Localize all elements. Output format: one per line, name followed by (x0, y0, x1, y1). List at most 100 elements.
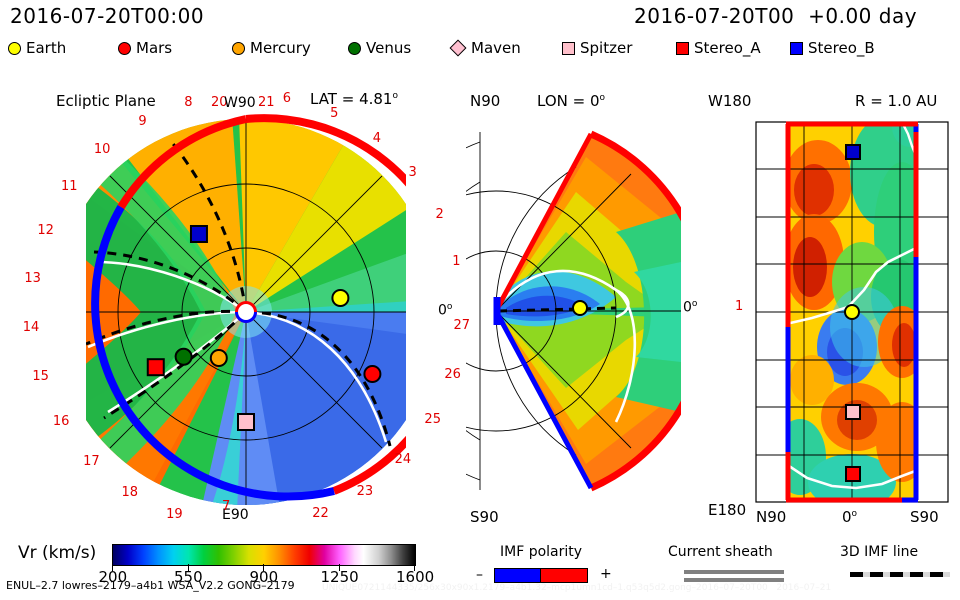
stereo-a-marker-icon (676, 41, 689, 55)
ecliptic-tick-21: 21 (258, 95, 275, 110)
ecliptic-hour-tick-8: 8 (184, 94, 193, 110)
run-id-watermark: UNIQUE0721144335/256x30x90x1.2179–a4b1.3… (322, 583, 832, 593)
colorbar-tick-mark (112, 564, 113, 571)
legend-item-spitzer: Spitzer (562, 39, 632, 57)
ecliptic-zero-label: 0o (438, 303, 452, 318)
ecliptic-hour-tick-7: 7 (222, 499, 231, 514)
ecliptic-hour-tick-16: 16 (52, 414, 70, 430)
ecliptic-hour-tick-18: 18 (121, 484, 139, 500)
ecliptic-hour-tick-14: 14 (22, 320, 40, 336)
ecliptic-hour-tick-11: 11 (60, 179, 78, 195)
degree-sign: o (599, 93, 606, 103)
colorbar-label: Vr (km/s) (18, 543, 97, 563)
colorbar-tick-mark (187, 564, 189, 571)
current-sheath-swatch-2 (684, 578, 784, 582)
legend-item-mars: Mars (118, 39, 172, 57)
velocity-colorbar (112, 544, 416, 566)
ecliptic-hour-tick-9: 9 (138, 113, 147, 129)
earth-marker-meridional (572, 300, 588, 316)
degree-sign: o (691, 299, 698, 309)
ecliptic-hour-tick-10: 10 (93, 142, 111, 158)
polarity-rim (91, 114, 406, 501)
earth-marker-icon (8, 41, 21, 55)
synoptic-top-left-label: W180 (708, 92, 752, 110)
ecliptic-hour-tick-5: 5 (330, 105, 339, 121)
mars-marker-ecliptic (363, 365, 382, 383)
colorbar-tick-label-550: 550 (174, 568, 203, 586)
ecliptic-hour-tick-2: 2 (435, 207, 444, 223)
ecliptic-lat-label: LAT = 4.81o (310, 92, 398, 107)
legend-label: Stereo_A (694, 39, 761, 57)
ecliptic-hour-tick-1: 1 (452, 253, 461, 269)
stereo-b-marker-synoptic (845, 144, 861, 160)
meridional-imf-line (498, 306, 617, 313)
meridional-bottom-label: S90 (470, 508, 499, 526)
mercury-marker-icon (232, 41, 245, 55)
synoptic-current-sheet-lower (785, 462, 919, 490)
ecliptic-w90-label: W90 (224, 95, 256, 111)
meridional-current-sheet (500, 269, 637, 423)
ecliptic-hour-tick-4: 4 (372, 131, 382, 147)
imf-3d-line-title: 3D IMF line (840, 544, 919, 560)
legend-label: Earth (26, 39, 67, 57)
degree-sign: o (392, 91, 398, 101)
ecliptic-body-markers (146, 225, 382, 431)
spitzer-marker-synoptic (845, 404, 861, 420)
legend-item-stereo_b: Stereo_B (790, 39, 875, 57)
stereo-b-marker-ecliptic (189, 225, 208, 243)
legend-label: Mercury (250, 39, 311, 57)
meridional-panel-title: LON = 0o (537, 94, 605, 109)
earth-marker-synoptic (844, 304, 860, 320)
synoptic-svg (755, 121, 949, 503)
ecliptic-hour-tick-27: 27 (453, 317, 471, 333)
colorbar-tick-mark (263, 564, 264, 571)
ecliptic-hour-tick-26: 26 (444, 366, 461, 382)
ecliptic-hour-tick-23: 23 (356, 483, 374, 499)
colorbar-tick-label-200: 200 (98, 568, 128, 586)
ecliptic-hour-tick-13: 13 (24, 270, 41, 286)
ecliptic-tick-20: 20 (211, 95, 228, 110)
zero-value: 0 (683, 299, 692, 316)
sun-marker (235, 301, 257, 323)
imf-positive-swatch (540, 568, 588, 583)
ecliptic-plot (86, 112, 406, 512)
colorbar-tick-mark (338, 564, 340, 571)
colorbar-tick-mark (414, 564, 415, 571)
spitzer-marker-icon (562, 41, 575, 55)
ecliptic-hour-tick-19: 19 (166, 506, 183, 522)
meridional-zero-label: 0o (683, 300, 697, 315)
legend-label: Maven (471, 39, 521, 57)
zero-value: 0 (842, 508, 852, 526)
ecliptic-e90-label: E90 (222, 507, 249, 523)
colorbar-tick-label-1250: 1250 (320, 568, 359, 586)
degree-sign: o (851, 509, 858, 519)
spitzer-marker-ecliptic (237, 413, 255, 431)
imf-field-lines (86, 139, 392, 447)
colorbar-tick-label-900: 900 (249, 568, 279, 586)
ecliptic-hour-tick-6: 6 (282, 90, 292, 106)
earth-marker-ecliptic (331, 289, 350, 307)
ecliptic-disk-svg (86, 114, 406, 505)
mercury-marker-ecliptic (209, 349, 228, 367)
meridional-top-label: N90 (470, 92, 501, 110)
legend-label: Stereo_B (808, 39, 875, 57)
ecliptic-hour-tick-17: 17 (83, 453, 100, 469)
legend-label: Venus (366, 39, 412, 57)
zero-value: 0 (438, 302, 447, 319)
ecliptic-hour-tick-12: 12 (37, 222, 54, 238)
timestamp-right: 2016-07-20T00 +0.00 day (634, 4, 918, 28)
ecliptic-hour-tick-22: 22 (312, 505, 329, 521)
current-sheath-swatch-1 (684, 570, 784, 574)
legend-item-stereo_a: Stereo_A (676, 39, 761, 57)
synoptic-current-sheet-upper (785, 245, 919, 326)
legend-item-earth: Earth (8, 39, 66, 57)
venus-marker-icon (348, 41, 361, 55)
timestamp-left: 2016-07-20T00:00 (10, 4, 205, 28)
ecliptic-panel-title: Ecliptic Plane (56, 92, 156, 110)
legend-item-maven: Maven (449, 39, 521, 57)
model-credit: ENUL–2.7 lowres–2179–a4b1 WSA_V2.2 GONG–… (6, 579, 295, 592)
stereo-a-marker-ecliptic (146, 358, 165, 377)
synoptic-polarity-rim (785, 121, 919, 503)
degree-sign: o (446, 302, 453, 312)
